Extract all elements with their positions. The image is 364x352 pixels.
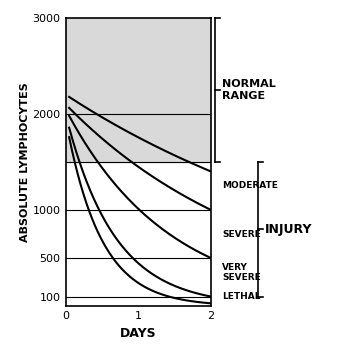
- Text: NORMAL
RANGE: NORMAL RANGE: [222, 79, 276, 101]
- Y-axis label: ABSOLUTE LYMPHOCYTES: ABSOLUTE LYMPHOCYTES: [20, 82, 30, 242]
- Text: INJURY: INJURY: [265, 223, 312, 236]
- Text: SEVERE: SEVERE: [222, 230, 261, 239]
- X-axis label: DAYS: DAYS: [120, 327, 157, 340]
- Text: MODERATE: MODERATE: [222, 182, 278, 190]
- Bar: [66, 18, 211, 162]
- Text: LETHAL: LETHAL: [222, 292, 261, 301]
- Text: VERY
SEVERE: VERY SEVERE: [222, 263, 261, 282]
